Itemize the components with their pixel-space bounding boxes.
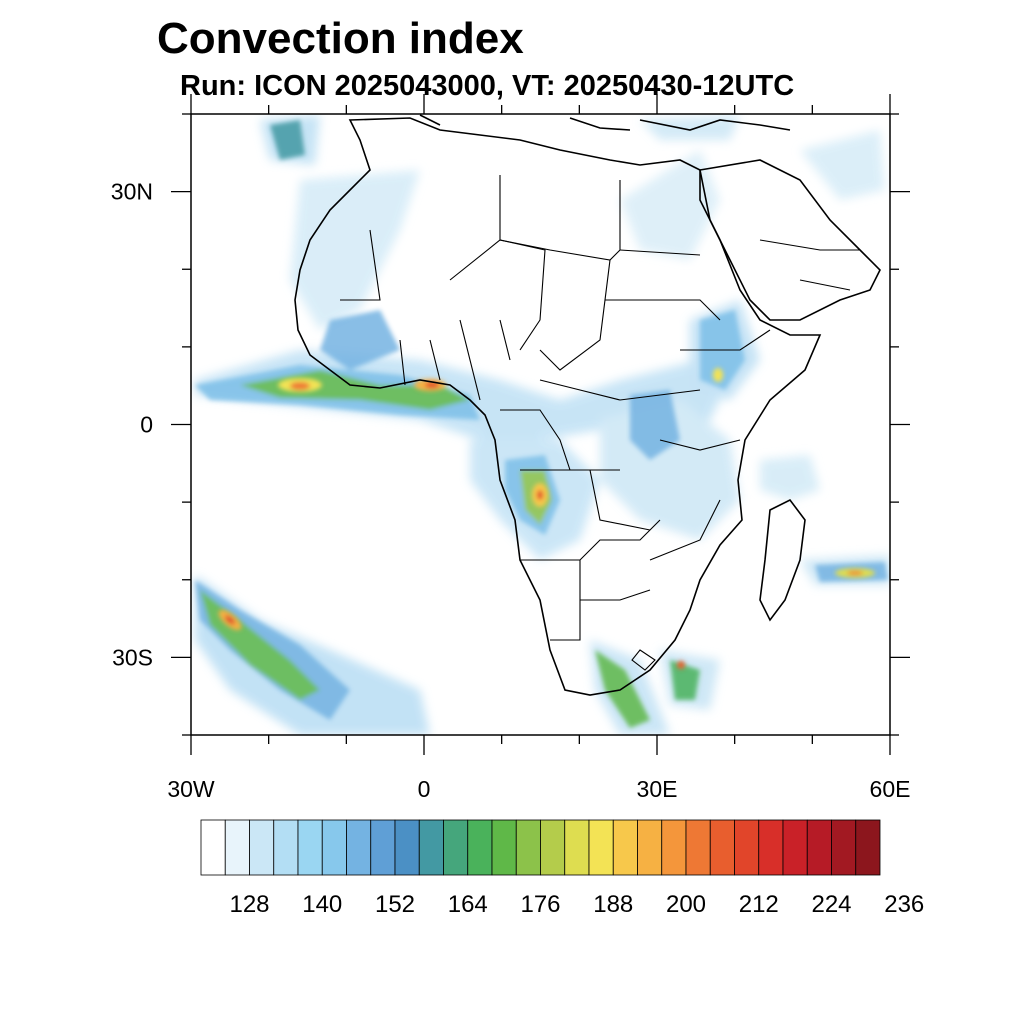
colorbar-swatch xyxy=(734,819,760,876)
colorbar-tick-label: 164 xyxy=(448,891,488,918)
colorbar-swatch xyxy=(321,819,347,876)
convection-peaks xyxy=(218,368,875,669)
tick-marks xyxy=(171,94,910,755)
colorbar-swatch xyxy=(273,819,299,876)
colorbar-tick-label: 128 xyxy=(229,891,269,918)
colorbar-swatch xyxy=(418,819,444,876)
colorbar-swatch xyxy=(443,819,469,876)
lon-tick-label: 30E xyxy=(637,776,678,802)
colorbar-swatch xyxy=(709,819,735,876)
colorbar-swatch xyxy=(200,819,226,876)
colorbar-swatch xyxy=(297,819,323,876)
colorbar-swatch xyxy=(782,819,808,876)
latitude-labels: 30N 0 30S xyxy=(111,179,153,671)
lat-tick-label: 30N xyxy=(111,179,153,205)
colorbar-swatch xyxy=(831,819,857,876)
colorbar-swatch xyxy=(515,819,541,876)
colorbar-tick-label: 200 xyxy=(666,891,706,918)
lon-tick-label: 30W xyxy=(167,776,215,802)
lon-tick-label: 60E xyxy=(870,776,911,802)
colorbar-swatch xyxy=(467,819,493,876)
lat-tick-label: 0 xyxy=(140,412,153,438)
colorbar-swatch xyxy=(491,819,517,876)
colorbar xyxy=(200,819,881,876)
colorbar-swatch xyxy=(637,819,663,876)
colorbar-tick-label: 176 xyxy=(520,891,560,918)
map-area xyxy=(191,114,890,735)
colorbar-tick-label: 224 xyxy=(811,891,851,918)
colorbar-swatch xyxy=(612,819,638,876)
colorbar-swatch xyxy=(394,819,420,876)
longitude-labels: 30W 0 30E 60E xyxy=(167,776,910,802)
colorbar-swatch xyxy=(540,819,566,876)
colorbar-swatch xyxy=(855,819,881,876)
colorbar-tick-label: 140 xyxy=(302,891,342,918)
colorbar-swatch xyxy=(758,819,784,876)
colorbar-swatch xyxy=(249,819,275,876)
colorbar-swatch xyxy=(346,819,372,876)
colorbar-labels: 128 140 152 164 176 188 200 212 224 236 xyxy=(229,891,924,918)
convection-mid xyxy=(195,120,888,728)
colorbar-swatch xyxy=(685,819,711,876)
coastlines xyxy=(294,114,881,696)
colorbar-tick-label: 212 xyxy=(739,891,779,918)
lon-tick-label: 0 xyxy=(418,776,431,802)
colorbar-swatch xyxy=(588,819,614,876)
colorbar-swatch xyxy=(661,819,687,876)
country-borders xyxy=(340,175,860,671)
colorbar-swatch xyxy=(224,819,250,876)
colorbar-swatch xyxy=(806,819,832,876)
page-subtitle: Run: ICON 2025043000, VT: 20250430-12UTC xyxy=(180,70,795,102)
page-title: Convection index xyxy=(157,14,524,63)
colorbar-tick-label: 152 xyxy=(375,891,415,918)
colorbar-tick-label: 236 xyxy=(884,891,924,918)
colorbar-swatch xyxy=(370,819,396,876)
colorbar-swatch xyxy=(564,819,590,876)
lat-tick-label: 30S xyxy=(112,644,153,670)
colorbar-tick-label: 188 xyxy=(593,891,633,918)
